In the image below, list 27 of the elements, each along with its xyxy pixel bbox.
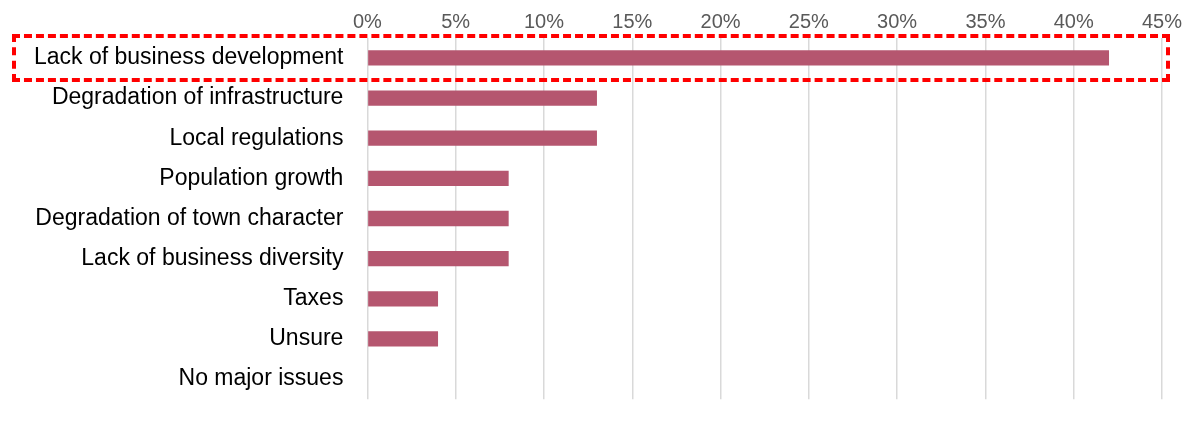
y-tick-label: Lack of business diversity — [81, 244, 344, 270]
y-tick-label: No major issues — [178, 364, 344, 391]
x-tick-label: 10% — [523, 10, 565, 33]
y-tick-label: Taxes — [283, 284, 344, 311]
bar — [368, 130, 597, 146]
y-tick-label: Degradation of infrastructure — [51, 83, 344, 110]
bar — [368, 251, 509, 267]
y-tick-label: Degradation of town character — [35, 203, 344, 230]
y-tick-label: Population growth — [159, 163, 344, 190]
y-tick-label: Unsure — [269, 324, 344, 351]
bar — [368, 210, 509, 227]
x-tick-label: 45% — [1141, 10, 1183, 33]
x-tick-label: 25% — [788, 10, 830, 33]
x-tick-label: 0% — [352, 10, 383, 33]
x-tick-label: 15% — [612, 10, 653, 33]
x-tick-label: 30% — [877, 10, 918, 33]
bar — [368, 331, 439, 347]
bar — [368, 170, 509, 186]
y-tick-label: Lack of business development — [33, 43, 345, 70]
x-tick-label: 5% — [441, 10, 471, 33]
bar — [368, 50, 1110, 66]
bar — [368, 90, 597, 106]
x-tick-label: 40% — [1053, 10, 1094, 33]
x-tick-label: 35% — [965, 10, 1006, 33]
x-tick-label: 20% — [700, 10, 741, 33]
bar — [368, 291, 439, 307]
y-tick-label: Local regulations — [169, 123, 344, 150]
